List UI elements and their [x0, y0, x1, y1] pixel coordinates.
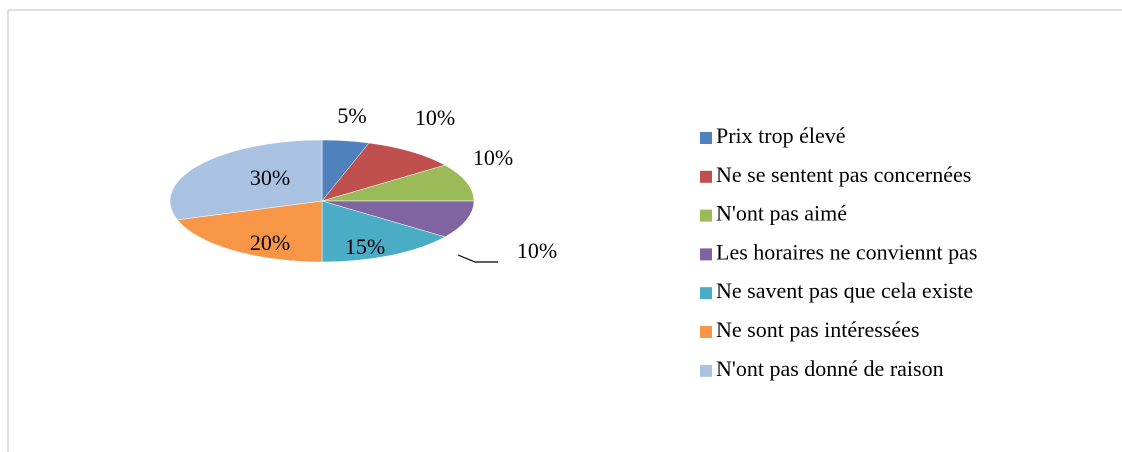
data-labels: 5% 10% 10% 10% 15% 20% 30%	[250, 103, 557, 263]
data-label: 5%	[337, 103, 366, 128]
legend-swatch	[700, 209, 712, 222]
data-label: 15%	[345, 234, 385, 259]
legend: Prix trop élevé Ne se sentent pas concern…	[700, 123, 977, 381]
pie-slice	[321, 164, 475, 202]
data-label: 10%	[473, 145, 513, 170]
data-label: 10%	[415, 105, 455, 130]
legend-label: Ne sont pas intéressées	[716, 317, 919, 342]
pie-slice	[176, 200, 323, 263]
legend-swatch	[700, 170, 712, 183]
leader-line	[457, 254, 498, 263]
data-label: 20%	[250, 230, 290, 255]
pie-slice	[321, 142, 446, 202]
pie-slice	[321, 200, 446, 263]
legend-swatch	[700, 326, 712, 338]
pie-slice	[321, 200, 475, 238]
legend-label: Ne savent pas que cela existe	[716, 278, 973, 303]
legend-swatch	[700, 248, 712, 261]
legend-label: Les horaires ne conviennt pas	[716, 239, 977, 264]
legend-label: N'ont pas aimé	[716, 201, 847, 226]
data-label: 30%	[250, 165, 290, 190]
pie-tops	[169, 139, 475, 263]
legend-swatch	[700, 132, 712, 144]
legend-label: Ne se sentent pas concernées	[716, 162, 971, 187]
pie-slice	[169, 139, 323, 221]
data-label: 10%	[517, 238, 557, 263]
legend-swatch	[700, 287, 712, 300]
legend-label: Prix trop élevé	[716, 123, 846, 148]
legend-swatch	[700, 364, 712, 377]
legend-label: N'ont pas donné de raison	[716, 356, 944, 381]
